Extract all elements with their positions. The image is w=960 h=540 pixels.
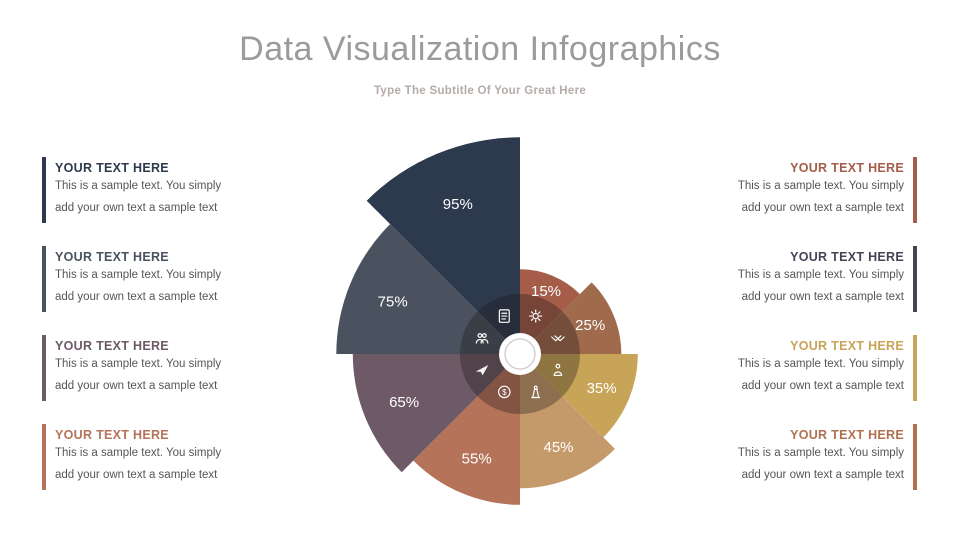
- chart-segment-45: [520, 354, 615, 489]
- text-block-heading: YOUR TEXT HERE: [790, 428, 904, 442]
- text-block-heading: YOUR TEXT HERE: [55, 250, 169, 264]
- text-block-body-line: This is a sample text. You simply: [737, 447, 904, 459]
- text-block-left-2: YOUR TEXT HERE This is a sample text. Yo…: [42, 246, 287, 312]
- text-block-body-line: This is a sample text. You simply: [55, 447, 222, 459]
- slide-subtitle: Type The Subtitle Of Your Great Here: [373, 85, 587, 97]
- text-block-body-line: add your own text a sample text: [741, 469, 904, 481]
- chart-segment-65: [352, 354, 520, 473]
- accent-bar: [42, 246, 46, 312]
- accent-bar: [42, 424, 46, 490]
- text-block-body-line: add your own text a sample text: [741, 202, 904, 214]
- text-block-body-line: add your own text a sample text: [741, 291, 904, 303]
- chart-segment-15: [520, 269, 580, 354]
- text-block-content: YOUR TEXT HERE This is a sample text. Yo…: [672, 335, 904, 401]
- accent-bar: [913, 157, 917, 223]
- chart-segment-label: 45%: [543, 439, 573, 456]
- text-block-right-4: YOUR TEXT HERE This is a sample text. Yo…: [672, 424, 917, 490]
- text-block-body-line: This is a sample text. You simply: [737, 180, 904, 192]
- text-block-left-3: YOUR TEXT HERE This is a sample text. Yo…: [42, 335, 287, 401]
- accent-bar: [913, 246, 917, 312]
- text-block-body-line: add your own text a sample text: [55, 291, 218, 303]
- text-block-body-line: add your own text a sample text: [55, 469, 218, 481]
- text-block-left-4: YOUR TEXT HERE This is a sample text. Yo…: [42, 424, 287, 490]
- text-block-heading: YOUR TEXT HERE: [790, 250, 904, 264]
- accent-bar: [42, 335, 46, 401]
- text-block-body-line: add your own text a sample text: [741, 380, 904, 392]
- text-block-right-1: YOUR TEXT HERE This is a sample text. Yo…: [672, 157, 917, 223]
- text-block-body-line: This is a sample text. You simply: [737, 358, 904, 370]
- chess-piece-icon: [531, 385, 541, 399]
- gear-icon: [529, 309, 543, 323]
- text-block-heading: YOUR TEXT HERE: [55, 161, 169, 175]
- text-block-content: YOUR TEXT HERE This is a sample text. Yo…: [55, 157, 287, 223]
- chart-segment-label: 55%: [462, 451, 492, 468]
- chart-segment-label: 35%: [587, 380, 617, 397]
- chart-segment-55: [413, 354, 520, 505]
- chart-segment-95: [366, 137, 520, 354]
- text-block-body-line: add your own text a sample text: [55, 202, 218, 214]
- chart-segment-label: 25%: [575, 317, 605, 334]
- accent-bar: [913, 335, 917, 401]
- text-block-content: YOUR TEXT HERE This is a sample text. Yo…: [672, 246, 904, 312]
- chart-segment-35: [520, 354, 638, 438]
- text-block-body-line: This is a sample text. You simply: [55, 358, 222, 370]
- svg-text:$: $: [502, 388, 507, 397]
- slide-header: Data Visualization Infographics Type The…: [0, 30, 960, 97]
- paper-plane-icon: [475, 365, 489, 376]
- text-block-heading: YOUR TEXT HERE: [790, 339, 904, 353]
- text-block-body-line: This is a sample text. You simply: [737, 269, 904, 281]
- person-icon: [553, 363, 563, 377]
- text-block-heading: YOUR TEXT HERE: [55, 339, 169, 353]
- slide-title: Data Visualization Infographics: [239, 30, 721, 68]
- chart-segment-label: 95%: [443, 196, 473, 213]
- text-block-left-1: YOUR TEXT HERE This is a sample text. Yo…: [42, 157, 287, 223]
- handshake-icon: [551, 335, 565, 342]
- document-icon: [498, 309, 510, 323]
- text-block-content: YOUR TEXT HERE This is a sample text. Yo…: [55, 335, 287, 401]
- text-block-content: YOUR TEXT HERE This is a sample text. Yo…: [55, 246, 287, 312]
- dollar-icon: $: [497, 385, 511, 399]
- chart-segment-75: [336, 224, 520, 354]
- chart-segment-label: 15%: [531, 283, 561, 300]
- chart-segment-label: 75%: [378, 293, 408, 310]
- accent-bar: [42, 157, 46, 223]
- text-block-body-line: add your own text a sample text: [55, 380, 218, 392]
- text-block-content: YOUR TEXT HERE This is a sample text. Yo…: [55, 424, 287, 490]
- accent-bar: [913, 424, 917, 490]
- text-block-heading: YOUR TEXT HERE: [790, 161, 904, 175]
- text-block-right-2: YOUR TEXT HERE This is a sample text. Yo…: [672, 246, 917, 312]
- text-block-right-3: YOUR TEXT HERE This is a sample text. Yo…: [672, 335, 917, 401]
- chart-center-ring: [504, 338, 536, 370]
- text-block-heading: YOUR TEXT HERE: [55, 428, 169, 442]
- text-block-body-line: This is a sample text. You simply: [55, 269, 222, 281]
- chart-segment-label: 65%: [389, 394, 419, 411]
- people-icon: [475, 333, 489, 344]
- text-block-content: YOUR TEXT HERE This is a sample text. Yo…: [672, 424, 904, 490]
- text-block-content: YOUR TEXT HERE This is a sample text. Yo…: [672, 157, 904, 223]
- text-block-body-line: This is a sample text. You simply: [55, 180, 222, 192]
- chart-segment-25: [520, 282, 622, 354]
